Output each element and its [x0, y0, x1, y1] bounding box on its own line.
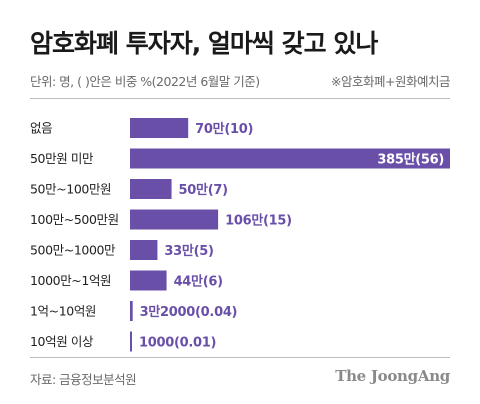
- bar: [130, 118, 189, 138]
- category-label: 100만~500만원: [30, 212, 119, 227]
- value-label: 44만(6): [174, 274, 223, 290]
- value-label: 70만(10): [195, 121, 253, 137]
- bar: [130, 240, 158, 260]
- value-label: 1000(0.01): [139, 336, 216, 351]
- bar: [130, 179, 172, 199]
- category-label: 없음: [30, 121, 52, 136]
- category-label: 1000만~1억원: [30, 273, 111, 288]
- value-label: 33만(5): [164, 243, 213, 259]
- scope-note: ※암호화폐+원화예치금: [331, 74, 450, 89]
- top-divider: [30, 98, 450, 99]
- category-label: 10억원 이상: [30, 334, 94, 349]
- category-label: 50만~100만원: [30, 182, 111, 197]
- value-label: 3만2000(0.04): [140, 304, 238, 320]
- value-label: 50만(7): [179, 182, 228, 198]
- bar: [130, 209, 219, 230]
- bar: [130, 301, 133, 321]
- unit-note: 단위: 명, ( )안은 비중 %(2022년 6월말 기준): [30, 74, 260, 89]
- category-label: 50만원 미만: [30, 151, 94, 166]
- chart-title: 암호화폐 투자자, 얼마씩 갖고 있나: [30, 29, 378, 58]
- value-label: 385만(56): [377, 152, 444, 168]
- category-label: 500만~1000만: [30, 243, 116, 258]
- bar: [130, 270, 167, 291]
- publisher-logo: The JoongAng: [335, 367, 450, 385]
- bar: [130, 331, 132, 352]
- bar: [130, 148, 450, 169]
- bottom-divider: [30, 357, 450, 358]
- source-note: 자료: 금융정보분석원: [30, 372, 137, 387]
- value-label: 106만(15): [225, 213, 292, 229]
- category-label: 1억~10억원: [30, 304, 96, 319]
